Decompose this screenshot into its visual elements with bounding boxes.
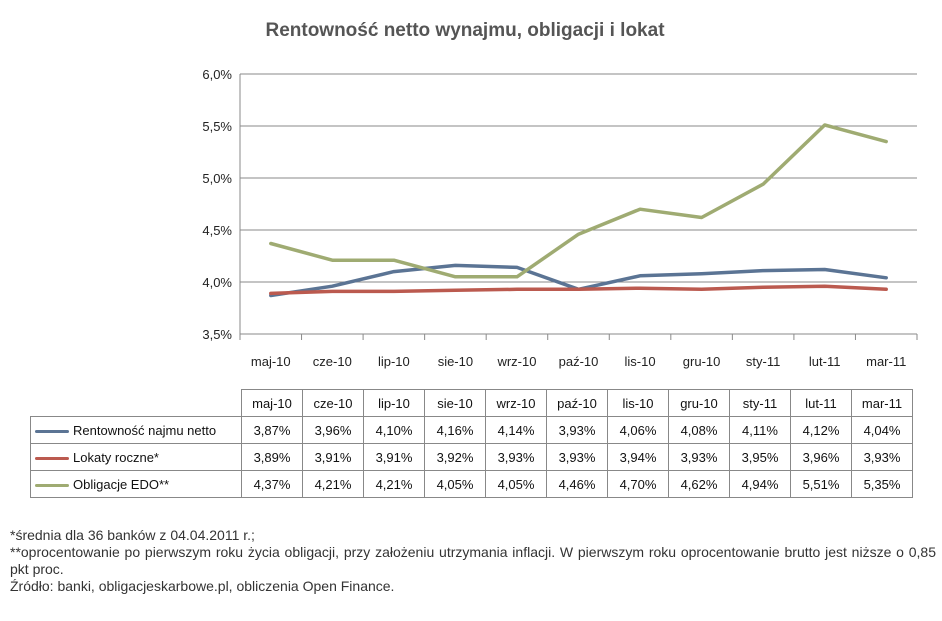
table-cell: 4,04% — [851, 416, 913, 444]
legend-swatch — [35, 456, 69, 460]
table-cell: 3,93% — [546, 416, 608, 444]
table-cell: 4,21% — [363, 470, 425, 498]
table-row: Rentowność najmu netto 3,87% 3,96% 4,10% 4,1… — [30, 416, 913, 444]
x-tick-label: wrz-10 — [496, 354, 536, 369]
table-header-cell: mar-11 — [851, 389, 913, 417]
table-cell: 4,05% — [485, 470, 547, 498]
table-cell: 4,94% — [729, 470, 791, 498]
x-tick-label: paź-10 — [559, 354, 599, 369]
table-cell: 3,91% — [302, 443, 364, 471]
x-tick-label: lip-10 — [378, 354, 410, 369]
chart-title: Rentowność netto wynajmu, obligacji i lo… — [0, 20, 942, 42]
table-cell: 5,51% — [790, 470, 852, 498]
table-header-cell: cze-10 — [302, 389, 364, 417]
table-header-cell: sty-11 — [729, 389, 791, 417]
series-line — [269, 123, 888, 279]
table-header-cell: wrz-10 — [485, 389, 547, 417]
series-line — [269, 284, 888, 296]
table-cell: 3,87% — [241, 416, 303, 444]
table-cell: 4,11% — [729, 416, 791, 444]
series-legend-label: Obligacje EDO** — [30, 470, 242, 498]
table-header-cell: sie-10 — [424, 389, 486, 417]
table-cell: 3,91% — [363, 443, 425, 471]
table-header-cell: maj-10 — [241, 389, 303, 417]
x-axis-ticks: maj-10 cze-10 lip-10 sie-10 wrz-10 paź-10 lis-… — [251, 354, 906, 369]
x-tick-label: sty-11 — [746, 354, 780, 369]
gridlines — [239, 73, 918, 340]
table-cell: 4,21% — [302, 470, 364, 498]
y-tick-label: 4,5% — [202, 223, 232, 238]
x-tick-label: mar-11 — [866, 354, 906, 369]
table-cell: 3,93% — [546, 443, 608, 471]
y-tick-label: 4,0% — [202, 275, 232, 290]
y-tick-label: 6,0% — [202, 67, 232, 82]
legend-swatch — [35, 429, 69, 433]
table-cell: 3,96% — [790, 443, 852, 471]
y-tick-label: 5,5% — [202, 119, 232, 134]
series-name: Obligacje EDO** — [73, 476, 170, 492]
series-legend-label: Rentowność najmu netto — [30, 416, 242, 444]
data-table-body: Rentowność najmu netto 3,87% 3,96% 4,10% 4,1… — [30, 416, 913, 498]
table-cell: 4,46% — [546, 470, 608, 498]
table-header-cell: lis-10 — [607, 389, 669, 417]
table-header-cell: lut-11 — [790, 389, 852, 417]
table-cell: 3,95% — [729, 443, 791, 471]
y-axis-ticks: 3,5% 4,0% 4,5% 5,0% 5,5% 6,0% — [202, 67, 232, 342]
y-tick-label: 3,5% — [202, 327, 232, 342]
x-tick-label: cze-10 — [313, 354, 352, 369]
table-cell: 3,96% — [302, 416, 364, 444]
table-cell: 4,16% — [424, 416, 486, 444]
table-cell: 4,06% — [607, 416, 669, 444]
table-cell: 4,12% — [790, 416, 852, 444]
table-row: Lokaty roczne* 3,89% 3,91% 3,91% 3,92% 3,93% 3… — [30, 443, 913, 471]
series-name: Rentowność najmu netto — [73, 422, 217, 438]
footnotes: *średnia dla 36 banków z 04.04.2011 r.; … — [10, 527, 936, 595]
table-cell: 4,62% — [668, 470, 730, 498]
x-tick-label: maj-10 — [251, 354, 291, 369]
footnote-1: *średnia dla 36 banków z 04.04.2011 r.; — [10, 527, 255, 543]
data-table-header-row: maj-10 cze-10 lip-10 sie-10 wrz-10 paź-10 lis-… — [30, 389, 913, 417]
chart-title-text: Rentowność netto wynajmu, obligacji i lo… — [265, 20, 665, 41]
table-cell: 3,89% — [241, 443, 303, 471]
footnote-2: **oprocentowanie po pierwszym roku życia… — [10, 544, 936, 577]
series-legend-label: Lokaty roczne* — [30, 443, 242, 471]
x-tick-label: gru-10 — [683, 354, 721, 369]
x-tick-label: lis-10 — [625, 354, 656, 369]
table-cell: 3,92% — [424, 443, 486, 471]
table-header-cell: gru-10 — [668, 389, 730, 417]
table-cell: 3,93% — [485, 443, 547, 471]
x-tick-label: sie-10 — [438, 354, 473, 369]
table-cell: 4,70% — [607, 470, 669, 498]
table-cell: 3,93% — [851, 443, 913, 471]
series-name: Lokaty roczne* — [73, 449, 159, 465]
table-header-cell: lip-10 — [363, 389, 425, 417]
y-tick-label: 5,0% — [202, 171, 232, 186]
table-cell: 5,35% — [851, 470, 913, 498]
x-tick-label: lut-11 — [809, 354, 841, 369]
table-cell: 4,05% — [424, 470, 486, 498]
data-table-corner — [30, 389, 242, 417]
data-table: maj-10 cze-10 lip-10 sie-10 wrz-10 paź-10 lis-… — [30, 389, 913, 498]
line-chart: 3,5% 4,0% 4,5% 5,0% 5,5% 6,0% maj-10 cze-10 lip… — [202, 67, 918, 369]
series-lines — [269, 123, 888, 298]
table-cell: 4,14% — [485, 416, 547, 444]
legend-swatch — [35, 483, 69, 487]
table-header-cell: paź-10 — [546, 389, 608, 417]
footnote-source: Źródło: banki, obligacjeskarbowe.pl, obl… — [10, 578, 395, 594]
table-cell: 3,94% — [607, 443, 669, 471]
table-cell: 4,10% — [363, 416, 425, 444]
table-cell: 4,37% — [241, 470, 303, 498]
table-cell: 4,08% — [668, 416, 730, 444]
table-cell: 3,93% — [668, 443, 730, 471]
table-row: Obligacje EDO** 4,37% 4,21% 4,21% 4,05% 4,05%… — [30, 470, 913, 498]
